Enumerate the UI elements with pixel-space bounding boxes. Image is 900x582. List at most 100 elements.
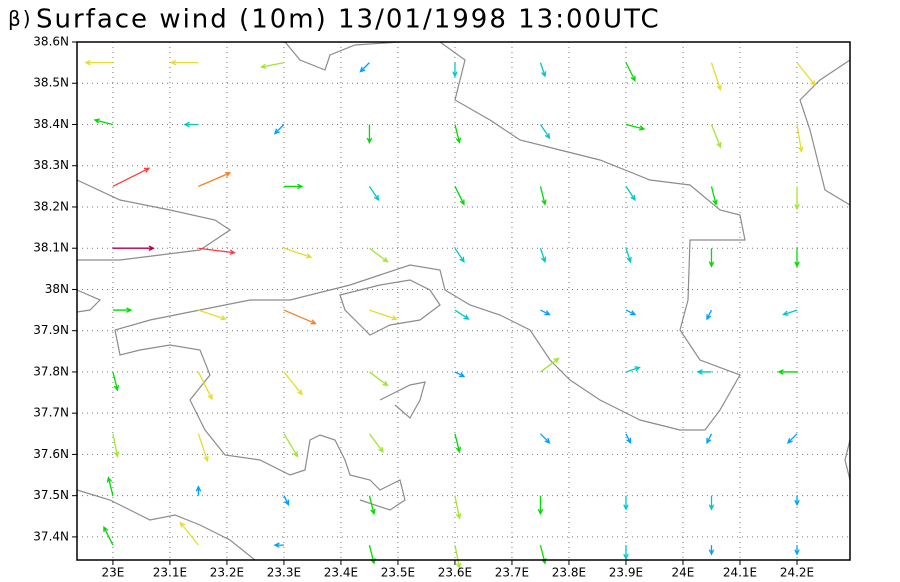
wind-arrow — [283, 247, 313, 259]
wind-arrow — [183, 121, 199, 128]
coastline — [799, 59, 851, 206]
wind-arrow — [623, 495, 629, 511]
wind-arrow — [283, 433, 299, 458]
wind-arrow — [198, 309, 227, 321]
x-tick-label: 23.1E — [153, 566, 187, 580]
wind-arrow — [368, 433, 384, 453]
x-tick-label: 23.5E — [381, 566, 415, 580]
y-tick-label: 37.6N — [33, 447, 69, 461]
wind-arrow — [708, 495, 715, 511]
wind-arrow — [368, 495, 376, 516]
wind-arrow — [273, 542, 284, 548]
wind-arrow — [625, 185, 636, 202]
x-tick-label: 23.7E — [495, 566, 529, 580]
coastline — [76, 179, 232, 261]
wind-arrow — [106, 476, 114, 496]
wind-arrow — [796, 124, 804, 153]
wind-arrow — [706, 433, 713, 445]
wind-arrow — [179, 521, 199, 546]
wind-arrow — [794, 186, 800, 211]
wind-arrow — [198, 247, 236, 255]
wind-arrow — [454, 371, 466, 378]
wind-arrow — [696, 369, 712, 375]
wind-arrow — [540, 357, 560, 373]
y-tick-label: 37.5N — [33, 488, 69, 502]
wind-arrow — [454, 186, 465, 206]
wind-arrow — [708, 248, 715, 268]
y-tick-label: 37.4N — [33, 529, 69, 543]
wind-arrow — [169, 59, 199, 66]
wind-arrow — [786, 433, 798, 444]
wind-arrow — [452, 62, 458, 78]
coastlines — [76, 41, 851, 561]
wind-arrow — [198, 171, 232, 187]
wind-arrow — [283, 183, 304, 190]
wind-arrow — [710, 62, 722, 92]
x-tick-label: 23.4E — [324, 566, 358, 580]
wind-arrow — [197, 371, 213, 401]
wind-arrow — [794, 545, 800, 556]
wind-arrow — [283, 495, 290, 506]
wind-arrow — [273, 124, 285, 135]
x-tick-label: 23.3E — [267, 566, 301, 580]
wind-arrow — [710, 186, 718, 206]
coastline — [339, 279, 441, 336]
wind-arrow — [259, 61, 285, 70]
map-title: Surface wind (10m) 13/01/1998 13:00UTC — [36, 5, 661, 35]
x-tick-label: 23.6E — [438, 566, 472, 580]
wind-arrow — [93, 118, 114, 126]
wind-arrow — [112, 433, 120, 458]
x-tick-label: 23.9E — [609, 566, 643, 580]
y-tick-label: 38.2N — [33, 199, 69, 213]
wind-arrow — [283, 371, 303, 396]
wind-arrow — [539, 124, 551, 140]
wind-arrow — [112, 371, 120, 392]
coastline — [284, 41, 401, 71]
x-tick-label: 24E — [672, 566, 695, 580]
wind-arrow — [454, 433, 462, 454]
wind-arrow — [369, 247, 389, 263]
wind-arrow — [708, 545, 715, 556]
x-tick-label: 24.1E — [723, 566, 757, 580]
y-tick-label: 37.9N — [33, 323, 69, 337]
wind-arrow — [454, 124, 462, 144]
x-tick-label: 23.8E — [552, 566, 586, 580]
coastline — [844, 439, 851, 481]
wind-arrow — [359, 62, 370, 73]
y-tick-label: 38.5N — [33, 76, 69, 90]
wind-arrow — [283, 309, 317, 325]
wind-arrow — [794, 495, 800, 507]
map-frame — [76, 41, 851, 561]
wind-arrow — [366, 124, 373, 144]
coastline — [114, 41, 746, 511]
wind-arrow — [537, 495, 544, 516]
wind-arrow — [625, 366, 641, 373]
y-tick-label: 38.4N — [33, 117, 69, 131]
wind-arrow — [454, 545, 462, 570]
y-tick-label: 38.1N — [33, 241, 69, 255]
panel-label: β) — [8, 7, 33, 31]
wind-arrow — [539, 62, 547, 78]
wind-arrow — [368, 185, 380, 202]
wind-arrow — [369, 309, 398, 321]
wind-arrow — [112, 167, 151, 187]
wind-arrow — [794, 248, 800, 268]
wind-arrow — [796, 62, 816, 87]
y-tick-label: 37.7N — [33, 406, 69, 420]
wind-arrow — [782, 309, 798, 316]
wind-arrow — [625, 248, 632, 264]
wind-arrow — [539, 186, 547, 206]
wind-arrow — [625, 433, 632, 445]
wind-arrow — [625, 123, 646, 131]
wind-arrow — [112, 245, 155, 251]
wind-arrow — [454, 247, 465, 263]
wind-arrow — [454, 495, 462, 520]
x-tick-label: 23E — [101, 566, 124, 580]
wind-arrow — [625, 62, 636, 82]
x-tick-label: 23.2E — [210, 566, 244, 580]
x-tick-label: 24.2E — [780, 566, 814, 580]
y-tick-label: 38N — [45, 282, 69, 296]
wind-arrow — [197, 433, 209, 463]
